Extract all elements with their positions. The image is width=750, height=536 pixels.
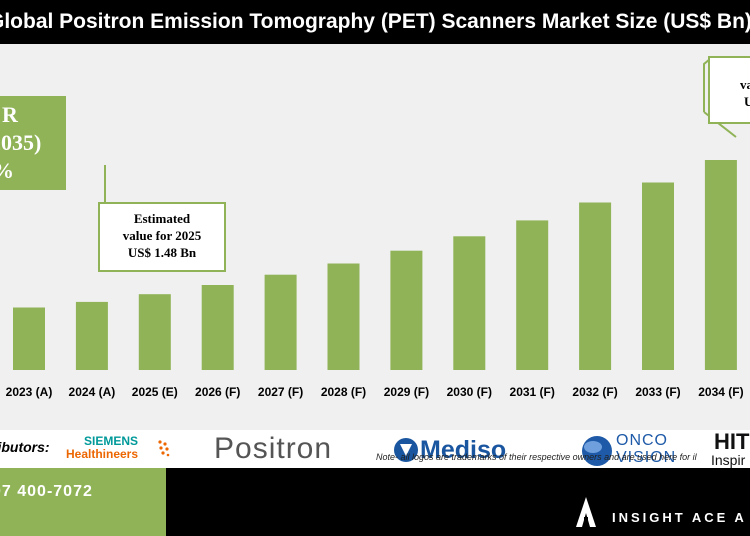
- callout-2025: Estimated value for 2025 US$ 1.48 Bn: [98, 202, 226, 272]
- insight-ace-logo-icon: [576, 497, 596, 527]
- oncovision-logo: ONCO VISION: [616, 432, 676, 466]
- bar-2027 (F): [264, 274, 297, 370]
- callout-2035-line2: U: [744, 94, 750, 109]
- vision-text: VISION: [616, 449, 677, 466]
- inspir-text: Inspir: [711, 452, 746, 468]
- siemens-dots-icon: [158, 440, 170, 457]
- oncovision-globe-icon: [582, 436, 612, 466]
- x-tick-label: 2027 (F): [258, 385, 303, 399]
- bar-2029 (F): [390, 250, 423, 370]
- contributors-label: ributors:: [0, 439, 50, 455]
- x-tick-label: 2026 (F): [195, 385, 240, 399]
- bar-2034 (F): [704, 160, 737, 370]
- phone-number: 07 400-7072: [0, 483, 93, 500]
- bar-chart: 2023 (A) 2024 (A) 2025 (E) 2026 (F) 2027 (F)…: [6, 58, 744, 399]
- x-tick-label: 2031 (F): [510, 385, 555, 399]
- callout-2035: va U: [708, 56, 750, 124]
- x-tick-label: 2034 (F): [698, 385, 743, 399]
- x-tick-label: 2023 (A): [6, 385, 53, 399]
- chart-panel: 2023 (A) 2024 (A) 2025 (E) 2026 (F) 2027 (F)…: [0, 44, 750, 430]
- bar-2025 (E): [138, 294, 171, 370]
- mediso-icon: [394, 438, 418, 462]
- callout-2025-line2: value for 2025: [122, 228, 202, 243]
- cagr-line3: %: [0, 158, 14, 184]
- title-bar: Global Positron Emission Tomography (PET…: [0, 0, 750, 44]
- callout-2025-line3: US$ 1.48 Bn: [127, 245, 197, 260]
- bar-2033 (F): [642, 182, 674, 370]
- bar-2024 (A): [75, 301, 108, 370]
- bar-2028 (F): [327, 263, 360, 370]
- positron-logo: Positron: [214, 432, 333, 465]
- trademark-note: Note- all logos are trademarks of their …: [376, 452, 697, 462]
- onco-text: ONCO: [616, 432, 668, 449]
- logo-row: ributors: SIEMENS Healthineers Positron …: [0, 429, 750, 470]
- hit-logo: HIT: [714, 429, 750, 454]
- siemens-text: SIEMENS: [84, 434, 139, 448]
- callout-2025-line1: Estimated: [133, 211, 191, 226]
- phone-box: 07 400-7072: [0, 468, 166, 536]
- mediso-logo: Mediso: [420, 436, 507, 464]
- bar-2026 (F): [201, 285, 234, 370]
- chart-title: Global Positron Emission Tomography (PET…: [0, 10, 750, 33]
- callout-2035-line1: va: [740, 77, 750, 92]
- x-tick-label: 2032 (F): [572, 385, 617, 399]
- healthineers-text: Healthineers: [66, 447, 139, 461]
- bar-2032 (F): [579, 202, 612, 370]
- bar-2023 (A): [13, 307, 45, 370]
- bar-2030 (F): [453, 236, 486, 370]
- x-tick-label: 2025 (E): [132, 385, 178, 399]
- insight-ace-brand: INSIGHT ACE A: [612, 510, 747, 525]
- bar-2031 (F): [516, 220, 549, 370]
- cagr-line2: 2035): [0, 130, 42, 155]
- x-tick-label: 2028 (F): [321, 385, 366, 399]
- cagr-box: R 2035) %: [0, 96, 66, 190]
- x-tick-label: 2029 (F): [384, 385, 429, 399]
- x-tick-label: 2024 (A): [69, 385, 116, 399]
- x-tick-label: 2030 (F): [447, 385, 492, 399]
- siemens-healthineers-logo: SIEMENS Healthineers: [66, 435, 138, 461]
- cagr-line1: R: [2, 102, 18, 127]
- x-tick-label: 2033 (F): [635, 385, 680, 399]
